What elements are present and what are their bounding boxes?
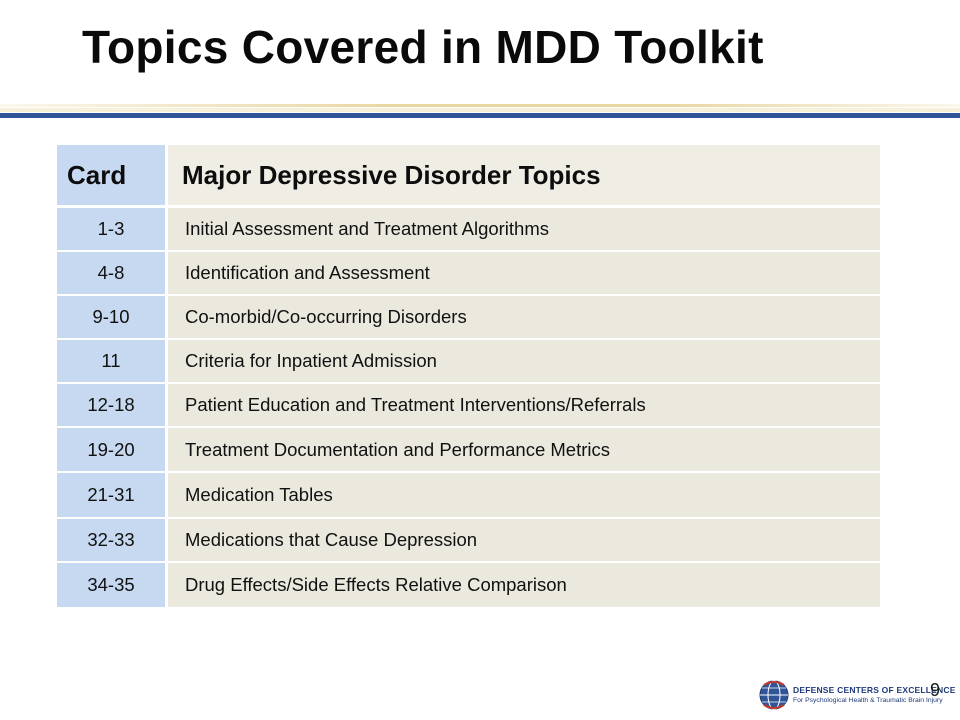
card-cell: 34-35	[57, 563, 168, 609]
card-cell: 32-33	[57, 519, 168, 563]
globe-icon	[759, 680, 789, 710]
table-header-row: Card Major Depressive Disorder Topics	[57, 145, 880, 208]
topic-cell: Identification and Assessment	[168, 252, 880, 296]
table-row: 21-31 Medication Tables	[57, 473, 880, 519]
card-cell: 4-8	[57, 252, 168, 296]
logo-subtitle: For Psychological Health & Traumatic Bra…	[793, 697, 943, 704]
table-row: 34-35 Drug Effects/Side Effects Relative…	[57, 563, 880, 609]
slide-title: Topics Covered in MDD Toolkit	[82, 21, 764, 73]
page-number: 9	[930, 680, 941, 700]
logo-title: DEFENSE CENTERS OF EXCELLENCE	[793, 685, 956, 695]
topic-cell: Initial Assessment and Treatment Algorit…	[168, 208, 880, 252]
card-cell: 21-31	[57, 473, 168, 519]
title-underline-cream	[0, 108, 960, 112]
table-row: 19-20 Treatment Documentation and Perfor…	[57, 428, 880, 473]
header-card: Card	[57, 145, 168, 208]
table-row: 32-33 Medications that Cause Depression	[57, 519, 880, 563]
card-cell: 19-20	[57, 428, 168, 473]
topic-cell: Treatment Documentation and Performance …	[168, 428, 880, 473]
topic-cell: Co-morbid/Co-occurring Disorders	[168, 296, 880, 340]
card-cell: 11	[57, 340, 168, 384]
topics-table: Card Major Depressive Disorder Topics 1-…	[57, 145, 880, 609]
table-row: 4-8 Identification and Assessment	[57, 252, 880, 296]
topic-cell: Medications that Cause Depression	[168, 519, 880, 563]
topic-cell: Medication Tables	[168, 473, 880, 519]
table-row: 1-3 Initial Assessment and Treatment Alg…	[57, 208, 880, 252]
title-underline-gold	[0, 104, 960, 107]
table-row: 11 Criteria for Inpatient Admission	[57, 340, 880, 384]
topic-cell: Drug Effects/Side Effects Relative Compa…	[168, 563, 880, 609]
header-topics: Major Depressive Disorder Topics	[168, 145, 880, 208]
topic-cell: Patient Education and Treatment Interven…	[168, 384, 880, 428]
card-cell: 12-18	[57, 384, 168, 428]
card-cell: 9-10	[57, 296, 168, 340]
title-underline-blue	[0, 113, 960, 118]
table-row: 12-18 Patient Education and Treatment In…	[57, 384, 880, 428]
table-row: 9-10 Co-morbid/Co-occurring Disorders	[57, 296, 880, 340]
topic-cell: Criteria for Inpatient Admission	[168, 340, 880, 384]
card-cell: 1-3	[57, 208, 168, 252]
